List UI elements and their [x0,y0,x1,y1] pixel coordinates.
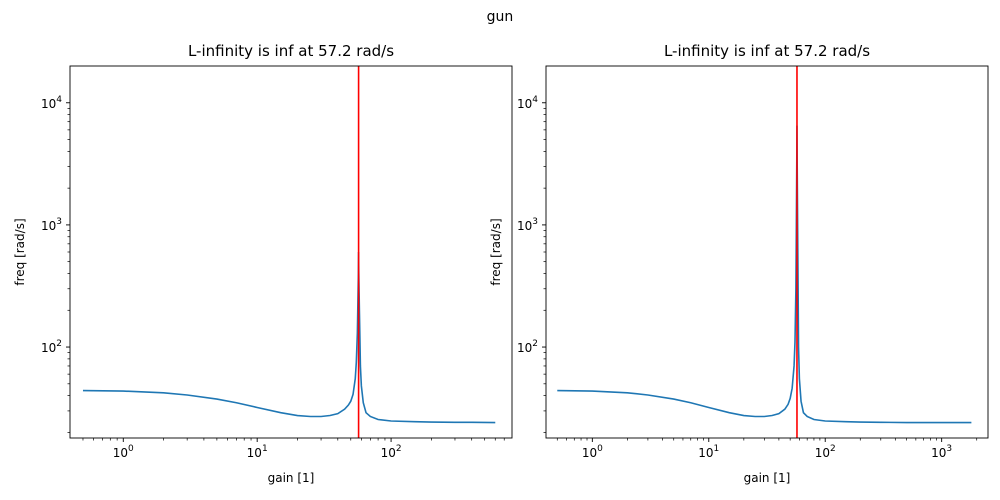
x-tick-label: 103 [931,444,952,460]
x-axis-label: gain [1] [744,471,791,485]
x-tick-label: 102 [381,444,402,460]
y-tick-label: 102 [517,339,538,355]
x-tick-label: 100 [582,444,603,460]
x-tick-label: 102 [815,444,836,460]
left-subplot: L-infinity is inf at 57.2 rad/s 100 101 102… [13,42,513,485]
x-tick-label: 101 [247,444,268,460]
x-tick-label: 100 [113,444,134,460]
figure-suptitle: gun [487,9,514,25]
y-tick-label: 103 [517,217,538,233]
y-axis-label: freq [rad/s] [13,218,27,285]
y-tick-label: 102 [41,339,62,355]
y-tick-label: 104 [41,95,62,111]
right-subplot: L-infinity is inf at 57.2 rad/s 100 101 102… [489,42,989,485]
subplot-title: L-infinity is inf at 57.2 rad/s [188,42,394,60]
y-tick-label: 103 [41,217,62,233]
x-axis-label: gain [1] [268,471,315,485]
series-line [557,125,972,424]
axes-frame [69,65,513,439]
y-tick-label: 104 [517,95,538,111]
axes-frame [545,65,989,439]
y-axis-label: freq [rad/s] [489,218,503,285]
series-line [82,251,496,424]
x-tick-label: 101 [698,444,719,460]
subplot-title: L-infinity is inf at 57.2 rad/s [664,42,870,60]
